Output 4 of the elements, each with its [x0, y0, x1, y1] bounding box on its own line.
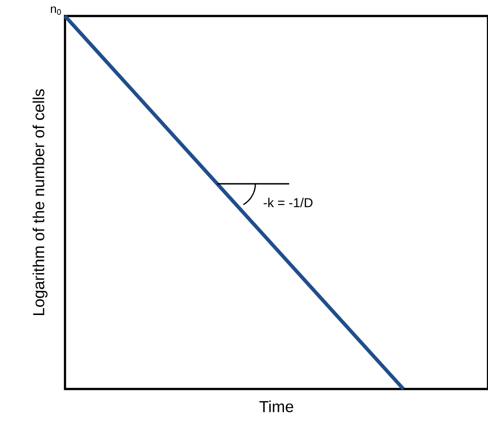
annotation: -k = -1/D — [264, 198, 312, 208]
y-axis-title: Logarithm of the number of cells — [32, 89, 48, 316]
x-axis-title: Time — [259, 400, 294, 412]
text: n$_{0}$ — [50, 6, 61, 15]
